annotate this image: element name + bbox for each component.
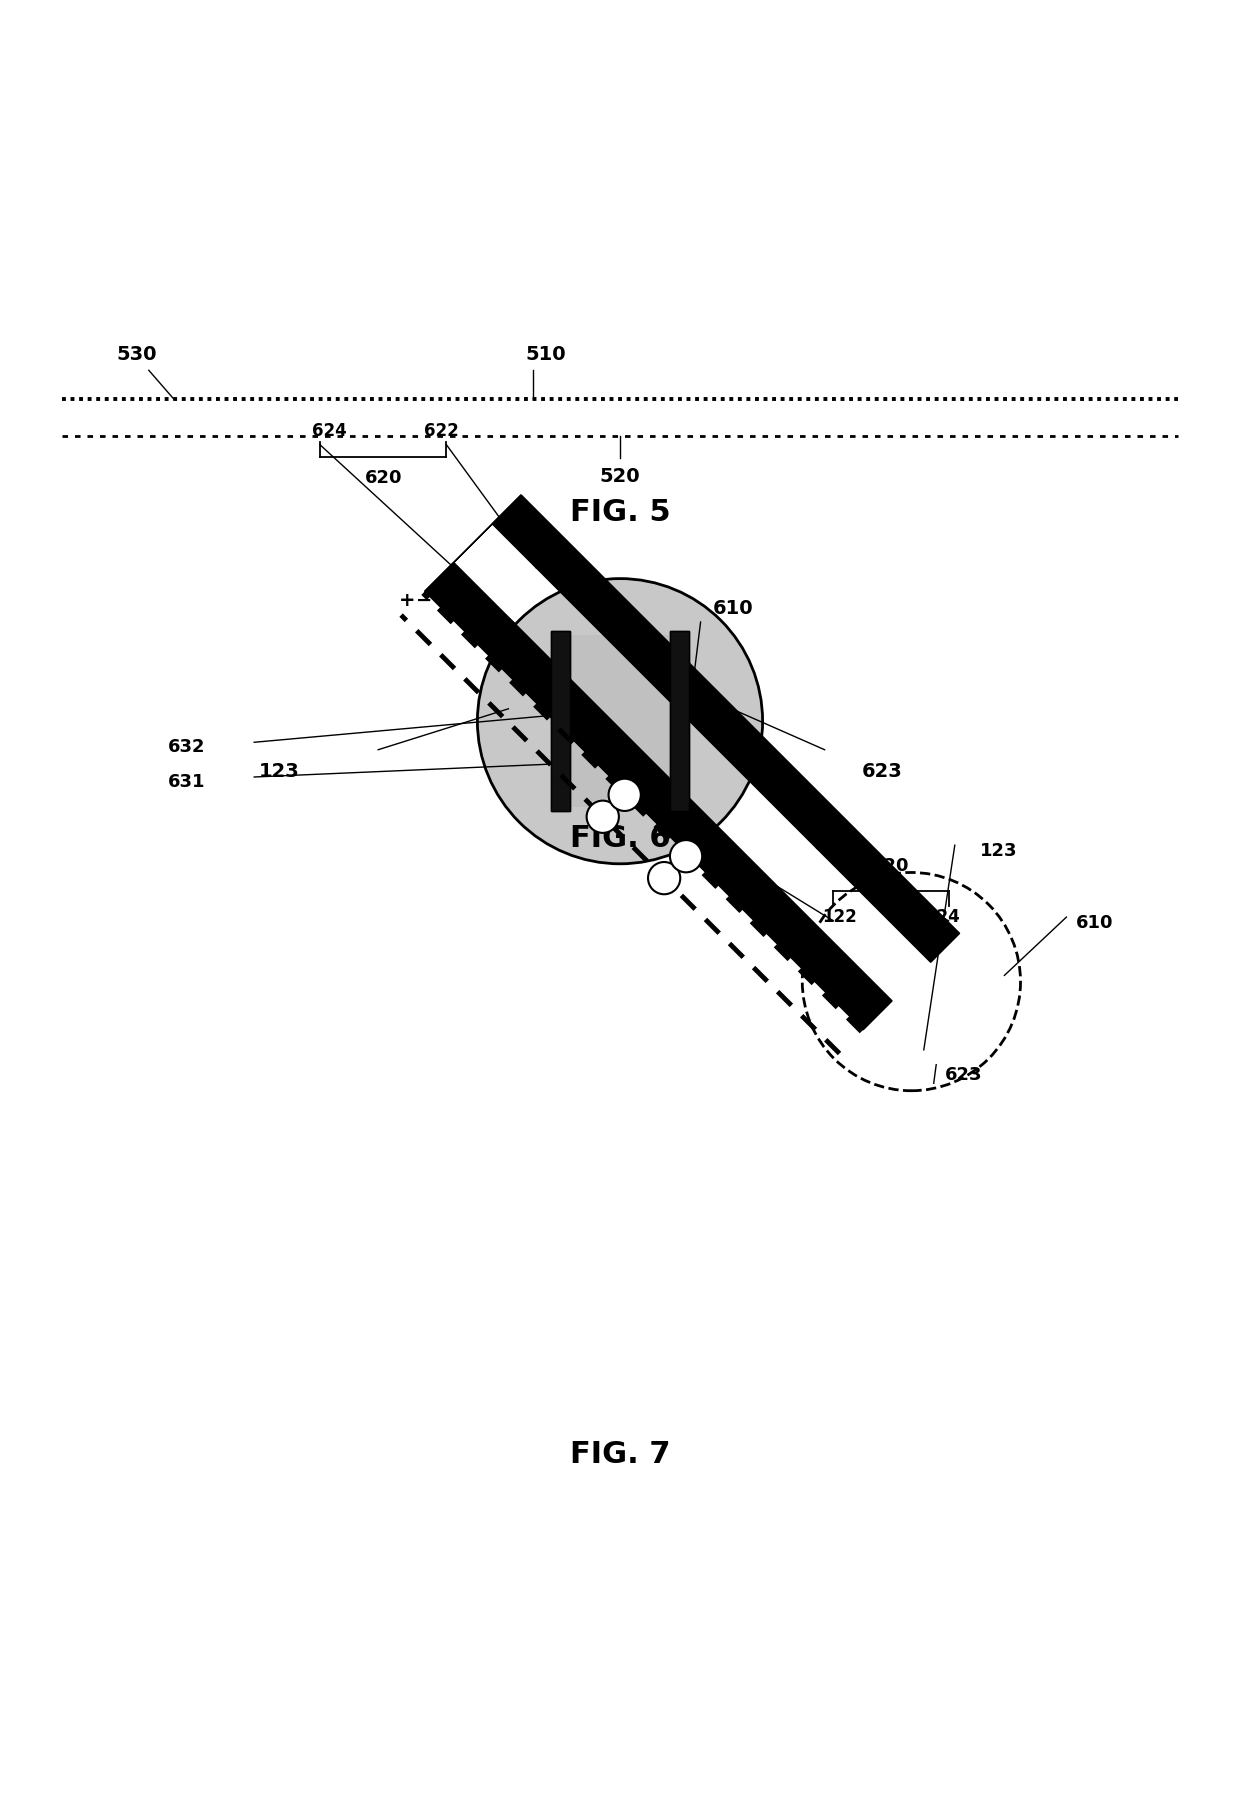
Polygon shape — [425, 496, 521, 591]
Bar — [670, 631, 689, 811]
Bar — [551, 631, 570, 811]
Text: 623: 623 — [862, 762, 903, 780]
Text: 631: 631 — [167, 773, 205, 791]
Text: FIG. 6: FIG. 6 — [569, 824, 671, 852]
Bar — [551, 631, 570, 811]
Circle shape — [670, 840, 702, 872]
Text: FIG. 7: FIG. 7 — [569, 1440, 671, 1469]
Text: FIG. 5: FIG. 5 — [569, 497, 671, 526]
Text: 530: 530 — [117, 344, 156, 364]
Text: 620: 620 — [365, 470, 402, 488]
Polygon shape — [492, 496, 960, 962]
Text: 123: 123 — [259, 762, 299, 780]
Circle shape — [609, 778, 641, 811]
Circle shape — [477, 578, 763, 863]
Bar — [570, 634, 670, 807]
Text: 610: 610 — [713, 600, 754, 618]
Text: 120: 120 — [872, 858, 910, 876]
Text: 622: 622 — [424, 422, 459, 440]
Text: 122: 122 — [822, 908, 857, 926]
Text: 124: 124 — [925, 908, 960, 926]
Polygon shape — [425, 562, 892, 1029]
Text: 123: 123 — [980, 842, 1017, 860]
Text: +: + — [398, 591, 415, 611]
Text: 610: 610 — [1076, 914, 1114, 932]
Text: −: − — [415, 591, 432, 609]
Text: 520: 520 — [600, 467, 640, 487]
Bar — [670, 631, 689, 811]
Circle shape — [587, 800, 619, 833]
Text: 623: 623 — [945, 1065, 982, 1083]
Text: 624: 624 — [312, 422, 347, 440]
Text: 632: 632 — [167, 739, 205, 757]
Text: 510: 510 — [526, 344, 565, 364]
Circle shape — [649, 861, 681, 894]
